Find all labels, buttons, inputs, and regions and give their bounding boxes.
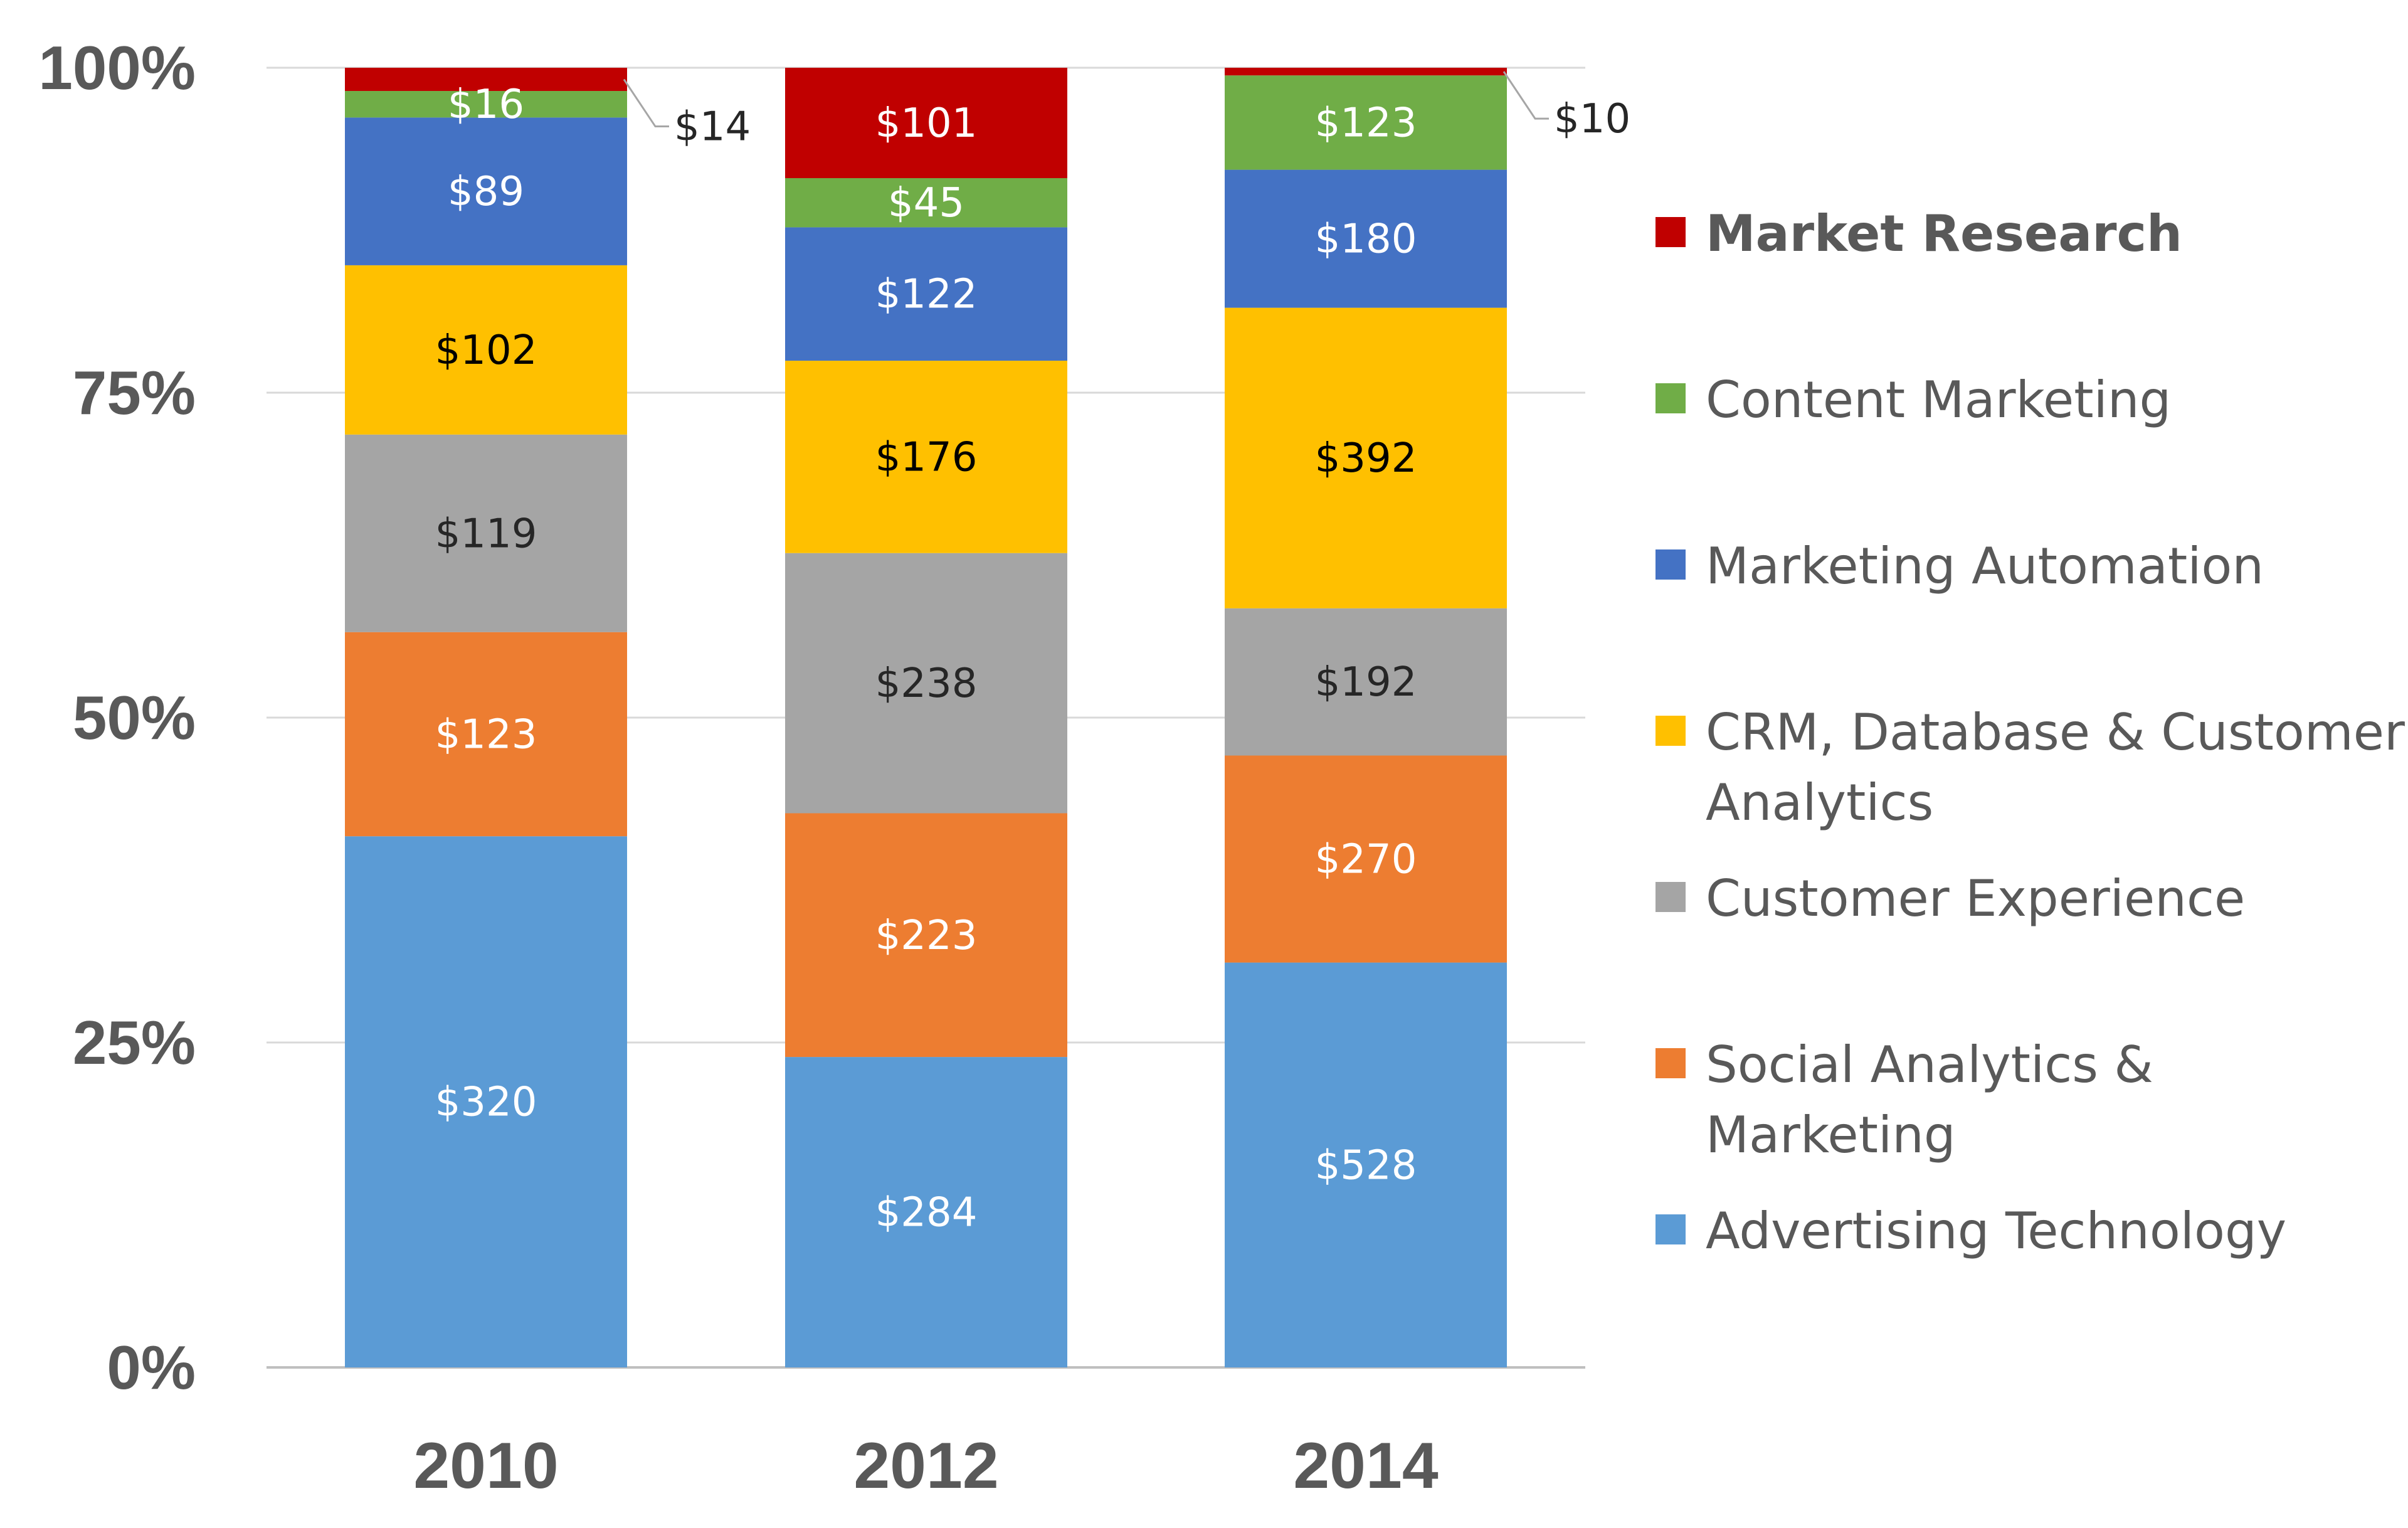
legend-swatch [1656,1214,1686,1244]
data-label: $284 [875,1190,978,1236]
data-label: $119 [435,511,537,557]
bar-segment [345,632,627,837]
data-label: $101 [875,100,978,147]
bars [345,68,1507,1367]
bar-segment [345,434,627,632]
data-label: $320 [435,1080,537,1126]
data-label: $392 [1315,435,1417,482]
bar-segment [345,265,627,435]
y-tick-label: 0% [107,1333,196,1402]
bar-segment [785,361,1067,553]
data-label: $122 [875,272,978,318]
legend-label: Market Research [1706,204,2182,263]
legend-label: Customer Experience [1706,869,2245,928]
bar-segment [785,1057,1067,1367]
data-label: $192 [1315,659,1417,706]
data-label: $223 [875,913,978,959]
data-label: $270 [1315,837,1417,883]
legend-swatch [1656,217,1686,247]
bar-segment [345,117,627,265]
data-label: $89 [448,169,524,215]
bar-segment [785,813,1067,1058]
legend-label: CRM, Database & Customer Analytics [1706,703,2405,832]
bar-segment [785,553,1067,814]
data-label: $14 [674,104,751,151]
legend-label: Advertising Technology [1706,1202,2286,1260]
bar-segment [345,836,627,1367]
bar-segment [1225,68,1507,76]
data-label: $102 [435,327,537,374]
data-label: $238 [875,661,978,707]
data-label: $123 [1315,100,1417,146]
bar-segment [785,68,1067,179]
bar-segment [1225,75,1507,170]
x-tick-label: 2010 [413,1430,558,1502]
leader-line [1502,71,1549,120]
y-tick-label: 25% [73,1008,196,1077]
data-labels: $320 $123 $119 $102 $89 $16 $14 $284 $223 $238 $17… [435,71,1630,1236]
data-label: $528 [1315,1142,1417,1189]
y-tick-label: 75% [73,358,196,427]
data-label: $123 [435,711,537,758]
legend-swatch [1656,882,1686,912]
data-label: $16 [448,82,524,128]
legend: Market Research Content Marketing Marketin… [1656,204,2405,1260]
y-tick-label: 50% [73,683,196,752]
y-axis-ticks: 0% 25% 50% 75% 100% [38,33,196,1402]
x-tick-label: 2014 [1293,1430,1439,1502]
y-tick-label: 100% [38,33,196,102]
bar-segment [1225,608,1507,756]
bar-segment [785,178,1067,228]
data-label: $10 [1554,96,1630,142]
leader-line [623,78,669,128]
data-label: $45 [888,180,964,226]
legend-swatch [1656,383,1686,413]
bar-segment [1225,169,1507,308]
x-axis-ticks: 2010 2012 2014 [413,1430,1439,1502]
bar-segment [785,227,1067,361]
bar-segment [345,91,627,118]
bar-segment [1225,307,1507,608]
legend-swatch [1656,716,1686,746]
legend-label: Content Marketing [1706,371,2171,429]
legend-swatch [1656,549,1686,580]
bar-segment [1225,755,1507,963]
legend-swatch [1656,1048,1686,1078]
legend-label: Social Analytics & Marketing [1706,1036,2153,1164]
bar-segment [1225,962,1507,1367]
x-tick-label: 2012 [853,1430,998,1502]
data-label: $180 [1315,216,1417,263]
legend-label: Marketing Automation [1706,537,2264,595]
bar-segment [345,68,627,92]
data-label: $176 [875,434,978,480]
